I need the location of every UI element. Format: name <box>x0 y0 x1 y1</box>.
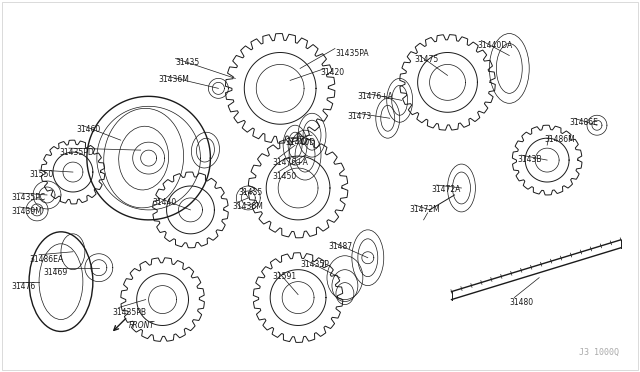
Text: J3 1000Q: J3 1000Q <box>579 348 619 357</box>
Text: 31473: 31473 <box>348 112 372 121</box>
Text: 31460: 31460 <box>76 125 100 134</box>
Text: 31436M: 31436M <box>159 76 189 84</box>
Text: 31591: 31591 <box>272 272 296 281</box>
Text: 31475: 31475 <box>415 55 439 64</box>
Text: 31436M: 31436M <box>232 202 263 211</box>
Text: 31476: 31476 <box>11 282 35 291</box>
Text: 31435PA: 31435PA <box>335 48 369 58</box>
Text: 31476+A: 31476+A <box>358 92 394 101</box>
Text: 31435PB: 31435PB <box>113 308 147 317</box>
Text: 31469: 31469 <box>43 268 67 277</box>
Text: 3143B: 3143B <box>517 155 542 164</box>
Text: 31440DA: 31440DA <box>477 41 513 49</box>
Text: 31450: 31450 <box>272 172 296 181</box>
Text: 31420: 31420 <box>320 68 344 77</box>
Text: 31435PC: 31435PC <box>11 193 45 202</box>
Text: 31435P: 31435P <box>300 260 329 269</box>
Text: 31472M: 31472M <box>410 205 440 214</box>
Text: 31472A: 31472A <box>431 185 461 194</box>
Text: FRONT: FRONT <box>129 321 155 330</box>
Text: 31440: 31440 <box>152 198 177 207</box>
Text: 31435: 31435 <box>238 188 262 197</box>
Text: 31550: 31550 <box>29 170 53 179</box>
Text: 31487: 31487 <box>328 242 352 251</box>
Text: 31480: 31480 <box>509 298 533 307</box>
Text: 31440D: 31440D <box>285 138 316 147</box>
Text: 31486EA: 31486EA <box>29 255 63 264</box>
Text: 31435: 31435 <box>175 58 200 67</box>
Text: 31435PD: 31435PD <box>59 148 93 157</box>
Text: 31476+A: 31476+A <box>272 158 308 167</box>
Text: 31486E: 31486E <box>569 118 598 127</box>
Text: 31486M: 31486M <box>544 135 575 144</box>
Text: 31439M: 31439M <box>11 207 42 216</box>
